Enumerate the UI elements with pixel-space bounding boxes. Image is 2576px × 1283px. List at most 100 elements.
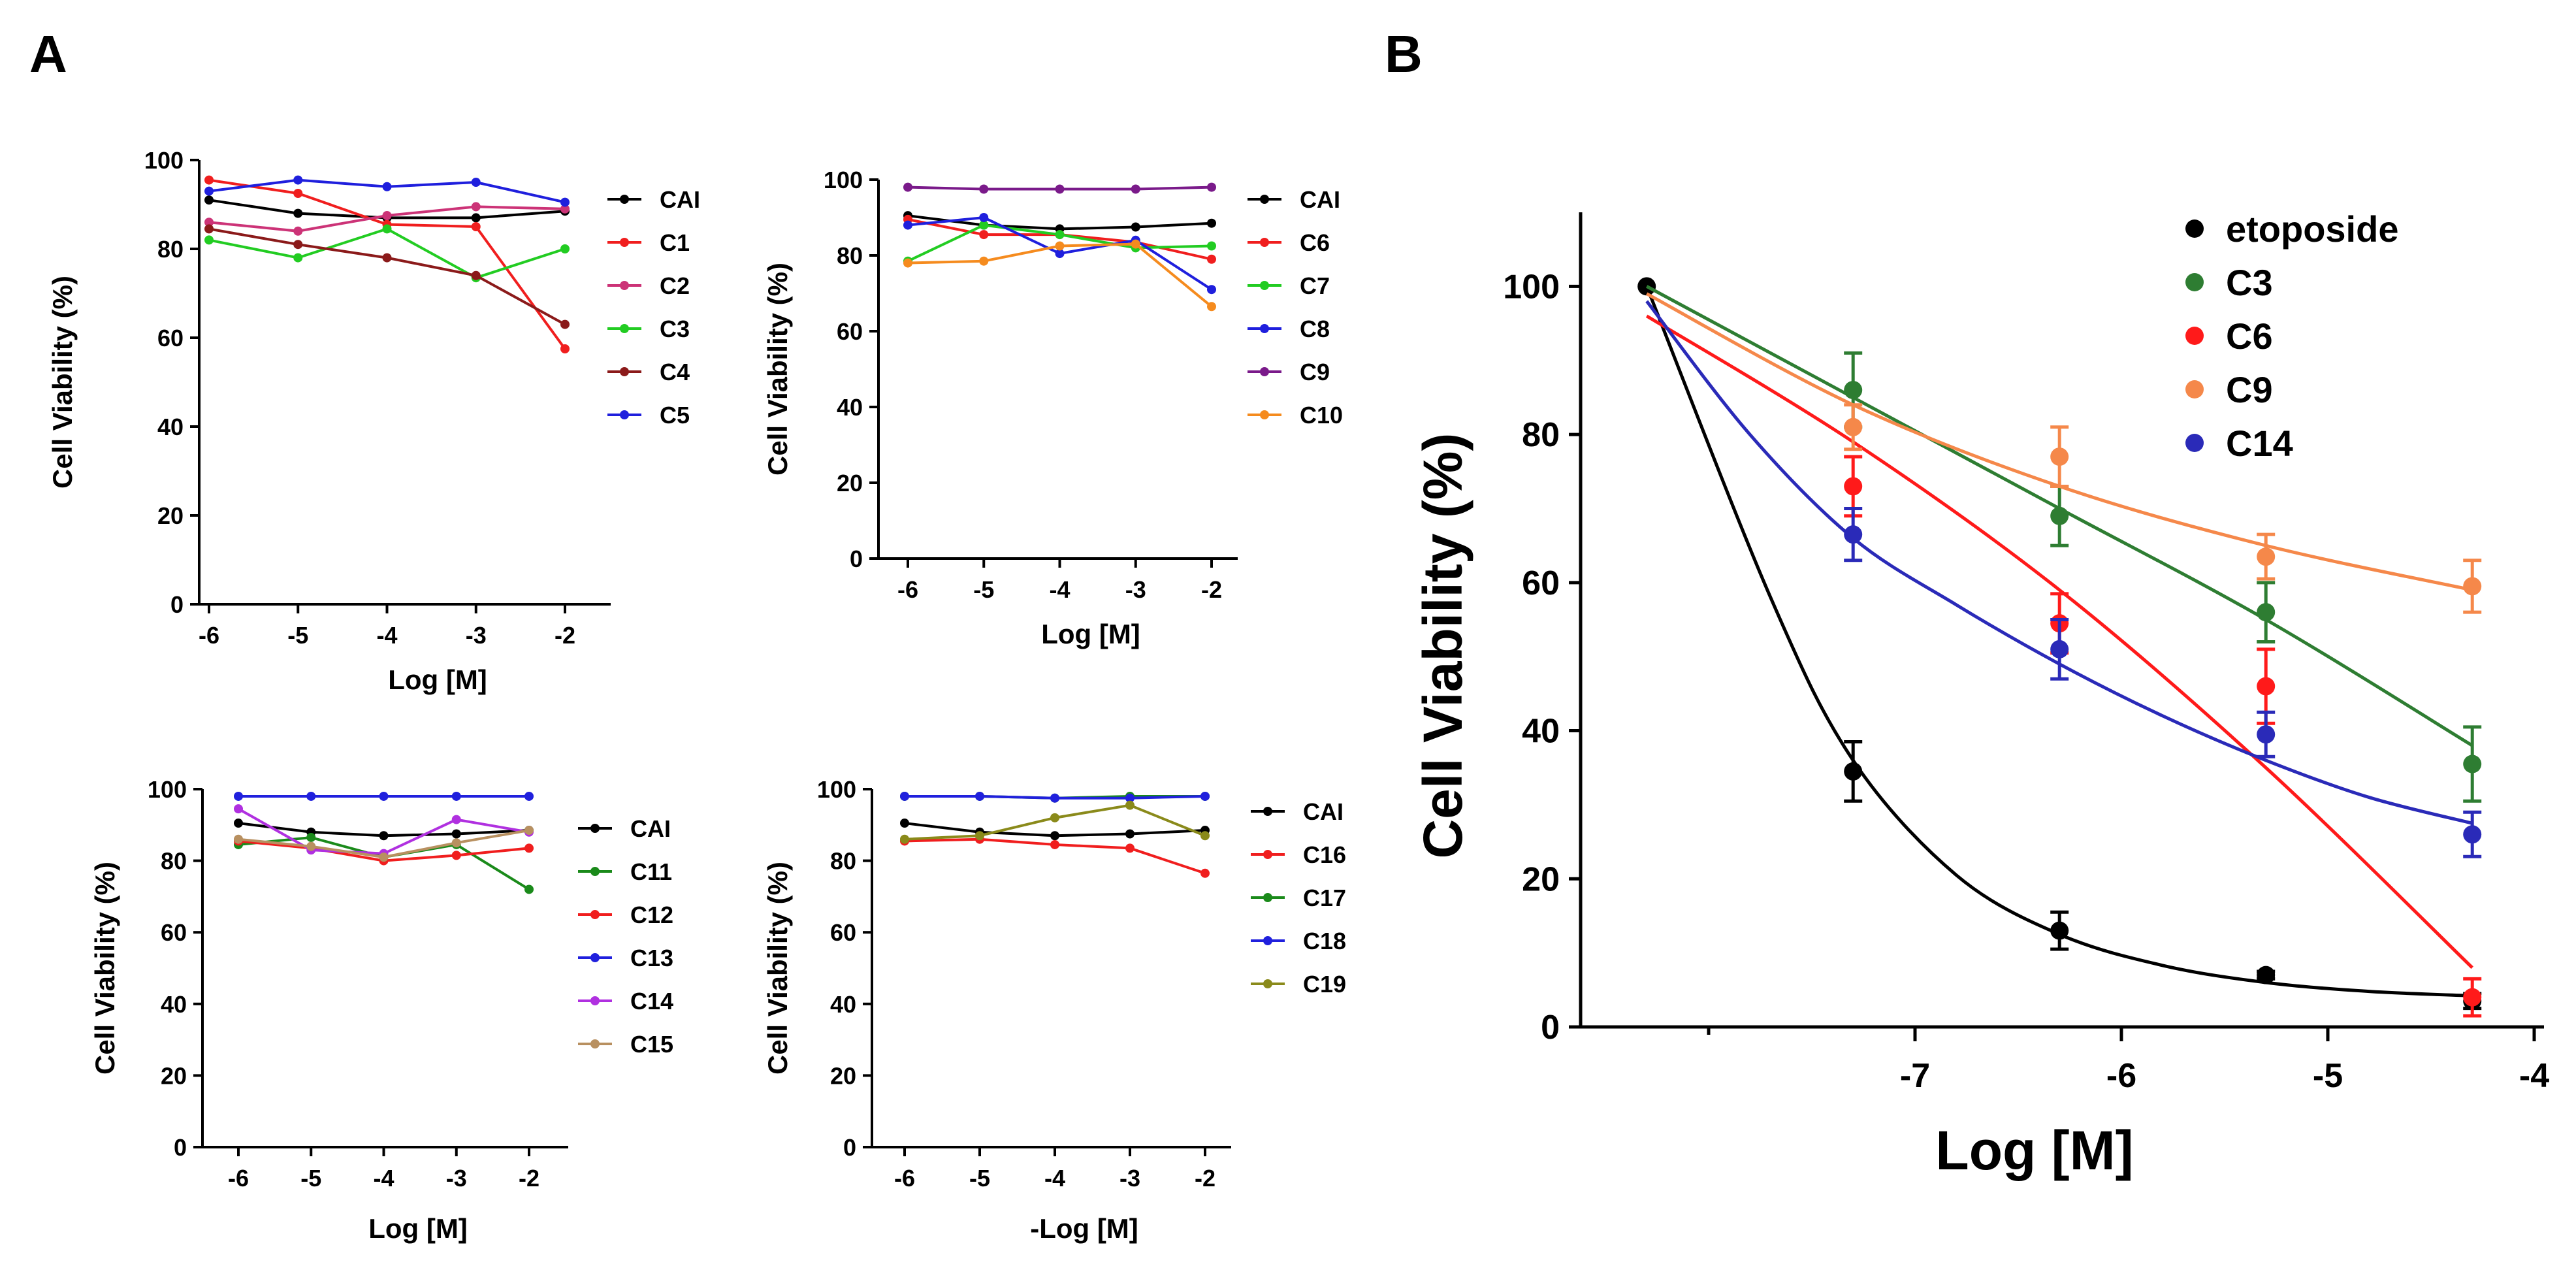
x-tick-label: -3 <box>446 1165 467 1192</box>
data-point-c1 <box>293 189 303 198</box>
legend-marker <box>590 996 600 1005</box>
data-point-c9 <box>903 182 912 192</box>
data-point-c19 <box>975 831 984 841</box>
y-tick-label: 60 <box>837 318 863 345</box>
x-axis-label: Log [M] <box>1041 619 1140 649</box>
y-tick-label: 100 <box>144 147 184 174</box>
legend-label-etoposide: etoposide <box>2226 208 2398 250</box>
data-point-c14 <box>451 815 461 824</box>
y-tick-label: 20 <box>830 1062 856 1089</box>
legend-marker-etoposide <box>2185 219 2204 238</box>
legend-marker <box>620 238 629 247</box>
data-point-c9 <box>2257 547 2276 566</box>
data-point-c2 <box>382 211 392 220</box>
y-axis-label: Cell Viability (%) <box>762 263 793 476</box>
data-point-c9 <box>2050 447 2069 466</box>
legend-label-c6: C6 <box>1300 229 1330 256</box>
data-point-c5 <box>382 182 392 191</box>
legend-label-c6: C6 <box>2226 316 2273 357</box>
data-point-c10 <box>1055 241 1065 251</box>
y-tick-label: 60 <box>830 919 856 946</box>
data-point-c3 <box>293 253 303 263</box>
y-tick-label: 100 <box>817 776 856 803</box>
y-tick-label: 20 <box>161 1062 187 1089</box>
y-tick-label: 0 <box>1541 1009 1560 1047</box>
legend-marker <box>1263 807 1272 816</box>
data-point-c8 <box>979 213 989 222</box>
data-point-c7 <box>1207 241 1216 251</box>
data-point-cai <box>1050 831 1059 841</box>
x-tick-label: -5 <box>287 622 308 649</box>
y-tick-label: 0 <box>850 545 863 572</box>
data-point-c4 <box>204 224 214 234</box>
data-point-c15 <box>306 841 316 851</box>
data-point-c18 <box>1125 793 1135 803</box>
fit-curve-c6 <box>1645 314 2473 969</box>
data-point-c9 <box>1055 184 1065 194</box>
data-point-c18 <box>1200 791 1210 801</box>
data-point-c5 <box>293 175 303 185</box>
data-point-c6 <box>2463 988 2482 1007</box>
chart-b: 0 20 40 60 80 100 -7 -6 -5 -4 Log [M] Cell Viabilit… <box>1412 208 2549 1181</box>
legend-marker-c6 <box>2185 327 2204 345</box>
legend-label-c15: C15 <box>630 1031 673 1058</box>
data-point-c12 <box>451 851 461 860</box>
data-point-c10 <box>903 258 912 268</box>
data-point-c5 <box>560 197 570 207</box>
data-point-c18 <box>1050 793 1059 803</box>
data-point-c15 <box>234 834 243 844</box>
legend-label-c3: C3 <box>2226 262 2273 303</box>
x-tick-label: -3 <box>466 622 487 649</box>
y-tick-label: 20 <box>1522 860 1560 898</box>
x-tick-label: -4 <box>1044 1165 1065 1192</box>
x-tick-label: -5 <box>300 1165 321 1192</box>
data-point-etoposide <box>1844 762 1863 781</box>
x-tick-label: -2 <box>555 622 575 649</box>
y-tick-label: 60 <box>1522 564 1560 602</box>
legend-marker-c3 <box>2185 273 2204 291</box>
legend-label-c14: C14 <box>630 988 673 1015</box>
data-point-c4 <box>560 319 570 329</box>
legend-label-c9: C9 <box>2226 369 2273 410</box>
data-point-c6 <box>1207 254 1216 264</box>
data-point-cai <box>900 819 909 828</box>
data-point-c9 <box>1131 184 1140 194</box>
legend-marker <box>1260 410 1269 419</box>
data-point-c15 <box>524 826 534 836</box>
x-tick-label: -4 <box>2519 1057 2549 1095</box>
data-point-c3 <box>560 244 570 253</box>
legend-marker <box>1260 281 1269 290</box>
y-tick-label: 60 <box>161 919 187 946</box>
data-point-c12 <box>524 843 534 853</box>
legend-label-c2: C2 <box>660 272 690 299</box>
data-point-c14 <box>2463 825 2482 844</box>
legend-marker <box>1263 979 1272 988</box>
y-tick-label: 60 <box>157 325 184 351</box>
x-tick-label: -4 <box>373 1165 394 1192</box>
legend-marker-c14 <box>2185 434 2204 452</box>
data-point-c11 <box>306 832 316 842</box>
legend-label-cai: CAI <box>660 186 700 213</box>
y-tick-label: 0 <box>174 1134 187 1161</box>
data-point-c9 <box>979 184 989 194</box>
data-point-cai <box>1125 829 1135 839</box>
legend-label-c1: C1 <box>660 229 690 256</box>
data-point-c3 <box>2050 506 2069 525</box>
y-tick-label: 80 <box>157 236 184 263</box>
data-point-c6 <box>2257 677 2276 696</box>
data-point-c10 <box>1131 239 1140 249</box>
y-tick-label: 40 <box>830 991 856 1018</box>
legend-marker <box>620 195 629 204</box>
data-point-c18 <box>975 791 984 801</box>
data-point-c3 <box>1844 381 1863 400</box>
y-tick-label: 100 <box>1503 268 1560 306</box>
legend-marker <box>590 1039 600 1048</box>
legend-marker <box>620 324 629 333</box>
data-point-c13 <box>306 791 316 801</box>
y-tick-label: 80 <box>837 242 863 269</box>
data-point-cai <box>451 829 461 839</box>
x-tick-label: -5 <box>2313 1057 2343 1095</box>
data-point-c9 <box>1844 417 1863 436</box>
data-point-c14 <box>2050 640 2069 658</box>
y-tick-label: 100 <box>148 776 187 803</box>
